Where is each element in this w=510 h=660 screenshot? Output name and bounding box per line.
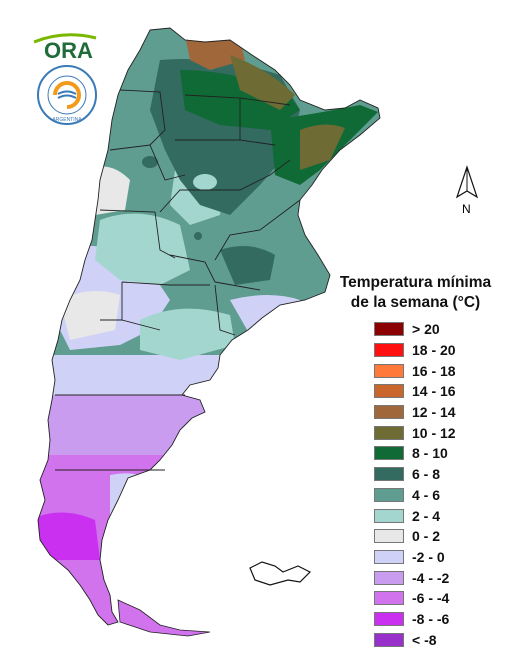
legend-item: < -8 — [374, 629, 503, 650]
legend-item: 2 - 4 — [374, 505, 503, 526]
legend-item: 12 - 14 — [374, 402, 503, 423]
legend-label: 2 - 4 — [412, 507, 441, 524]
legend-swatch — [374, 632, 404, 647]
legend-label: 0 - 2 — [412, 528, 441, 545]
legend-swatch — [374, 467, 404, 482]
legend-label: -6 - -4 — [412, 590, 450, 607]
legend-swatch — [374, 343, 404, 358]
legend-label: 18 - 20 — [412, 342, 456, 359]
legend-title-line2: de la semana (°C) — [350, 294, 481, 311]
legend-swatch — [374, 591, 404, 606]
legend-swatch — [374, 363, 404, 378]
legend-item: -4 - -2 — [374, 567, 503, 588]
legend-label: < -8 — [412, 631, 437, 648]
legend-swatch — [374, 529, 404, 544]
legend-item: 18 - 20 — [374, 340, 503, 361]
legend-swatch — [374, 487, 404, 502]
legend-item: 6 - 8 — [374, 464, 503, 485]
legend-item: -6 - -4 — [374, 588, 503, 609]
legend-swatch — [374, 611, 404, 626]
legend-label: 6 - 8 — [412, 466, 441, 483]
legend-item: -8 - -6 — [374, 609, 503, 630]
legend-label: -4 - -2 — [412, 569, 450, 586]
legend: Temperatura mínima de la semana (°C) > 2… — [328, 273, 503, 650]
province-borders — [37, 27, 381, 626]
legend-item: 10 - 12 — [374, 422, 503, 443]
north-arrow — [453, 165, 481, 221]
north-label: N — [462, 202, 471, 216]
legend-swatch — [374, 508, 404, 523]
tierra-del-fuego — [117, 599, 211, 637]
legend-swatch — [374, 405, 404, 420]
ora-logo-arc — [33, 33, 97, 44]
malvinas-islands — [249, 561, 312, 586]
legend-item: 16 - 18 — [374, 360, 503, 381]
legend-swatch — [374, 425, 404, 440]
legend-label: 8 - 10 — [412, 445, 448, 462]
legend-swatch — [374, 446, 404, 461]
legend-item: 0 - 2 — [374, 526, 503, 547]
legend-label: 4 - 6 — [412, 486, 441, 503]
legend-item: > 20 — [374, 319, 503, 340]
legend-label: > 20 — [412, 321, 440, 338]
legend-label: 10 - 12 — [412, 424, 456, 441]
legend-label: 14 - 16 — [412, 383, 456, 400]
legend-item: 4 - 6 — [374, 485, 503, 506]
ora-logo: ORA — [30, 28, 100, 63]
legend-swatch — [374, 384, 404, 399]
legend-item: 14 - 16 — [374, 381, 503, 402]
legend-swatch — [374, 322, 404, 337]
legend-list: > 20 18 - 20 16 - 18 14 - 16 12 - 14 10 … — [328, 319, 503, 650]
legend-label: 12 - 14 — [412, 404, 456, 421]
smn-seal-logo: ARGENTINA — [36, 64, 98, 126]
legend-label: 16 - 18 — [412, 362, 456, 379]
legend-item: 8 - 10 — [374, 443, 503, 464]
ora-logo-text: ORA — [44, 38, 93, 62]
legend-label: -8 - -6 — [412, 610, 450, 627]
legend-swatch — [374, 570, 404, 585]
legend-item: -2 - 0 — [374, 547, 503, 568]
legend-swatch — [374, 549, 404, 564]
legend-label: -2 - 0 — [412, 548, 445, 565]
legend-title-line1: Temperatura mínima — [339, 274, 492, 291]
seal-text: ARGENTINA — [52, 117, 82, 123]
